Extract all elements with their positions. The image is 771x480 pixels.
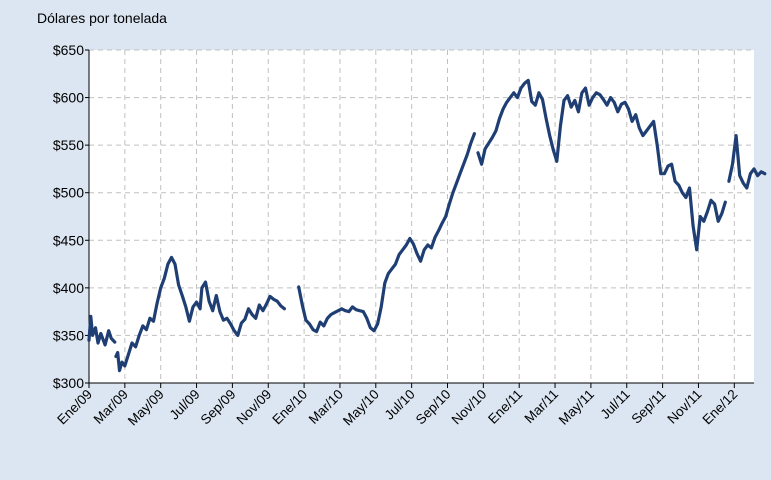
- y-ticks: $300 $350 $400 $450 $500 $550 $600 $650: [53, 42, 84, 391]
- x-tick-label: Nov/10: [449, 387, 490, 428]
- x-tick-label: Mar/11: [522, 387, 562, 427]
- x-tick-label: Nov/09: [234, 387, 275, 428]
- y-tick-label: $300: [53, 375, 84, 391]
- y-tick-label: $650: [53, 42, 84, 58]
- x-tick-label: Ene/10: [269, 387, 310, 428]
- x-tick-label: Jul/11: [597, 387, 632, 422]
- price-line-segment: [727, 134, 767, 190]
- price-line-segment: [87, 314, 117, 347]
- x-tick-label: May/09: [125, 387, 167, 429]
- x-tick-label: Sep/10: [413, 387, 454, 428]
- x-tick-label: Nov/11: [664, 387, 704, 427]
- price-line-segment: [114, 255, 286, 373]
- x-tick-label: Ene/11: [485, 387, 525, 427]
- x-tick-label: May/11: [556, 387, 597, 428]
- price-line-segment: [476, 78, 727, 252]
- x-tick-label: Ene/12: [700, 387, 741, 428]
- y-tick-label: $400: [53, 280, 84, 296]
- y-tick-label: $450: [53, 232, 84, 248]
- y-tick-label: $350: [53, 327, 84, 343]
- x-tick-label: May/10: [340, 387, 382, 429]
- x-tick-label: Mar/09: [91, 387, 131, 427]
- y-axis-label: Dólares por tonelada: [37, 10, 167, 26]
- y-tick-label: $550: [53, 137, 84, 153]
- price-line-segment: [297, 132, 476, 334]
- x-tick-label: Ene/09: [54, 387, 95, 428]
- y-tick-label: $600: [53, 90, 84, 106]
- x-tick-label: Sep/11: [629, 387, 669, 427]
- y-tick-label: $500: [53, 185, 84, 201]
- grid-lines: [89, 49, 754, 383]
- series: [87, 78, 767, 373]
- x-tick-label: Sep/09: [198, 387, 239, 428]
- x-tick-label: Mar/10: [306, 387, 346, 427]
- plot-area: [89, 50, 754, 383]
